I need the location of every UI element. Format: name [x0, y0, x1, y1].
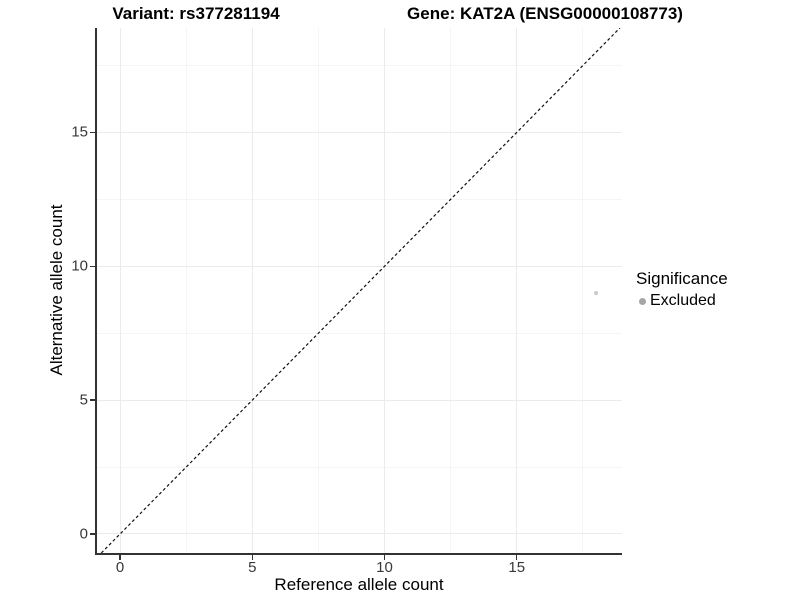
- y-major-gridline: [96, 533, 622, 535]
- x-axis-line: [95, 553, 622, 555]
- y-major-gridline: [96, 265, 622, 267]
- y-axis-line: [95, 28, 97, 555]
- y-tick-mark: [90, 265, 95, 268]
- y-tick-mark: [90, 533, 95, 535]
- panel-canvas: [100, 28, 621, 553]
- x-tick-label: 0: [115, 559, 125, 576]
- y-tick-mark: [90, 399, 95, 401]
- x-axis-title: Reference allele count: [274, 575, 444, 594]
- x-minor-gridline: [582, 28, 584, 553]
- variant-title: Variant: rs377281194: [112, 4, 280, 23]
- identity-reference-line: [100, 28, 621, 553]
- y-tick-label: 10: [71, 257, 88, 275]
- y-minor-gridline: [96, 64, 622, 66]
- legend-title: Significance: [636, 269, 728, 288]
- gene-title: Gene: KAT2A (ENSG00000108773): [407, 4, 683, 23]
- x-tick-label: 15: [508, 559, 526, 576]
- y-tick-label: 5: [79, 391, 88, 409]
- x-tick-mark: [251, 554, 254, 560]
- x-major-gridline: [516, 28, 518, 553]
- excluded-point-icon: [639, 297, 646, 305]
- x-tick-mark: [515, 554, 518, 560]
- legend-item-excluded: Excluded: [636, 292, 728, 310]
- y-minor-gridline: [96, 198, 622, 200]
- y-axis-title: Alternative allele count: [47, 204, 66, 376]
- y-tick-label: 15: [71, 123, 88, 141]
- x-major-gridline: [384, 28, 386, 553]
- x-tick-mark: [383, 554, 386, 560]
- x-minor-gridline: [185, 28, 187, 553]
- x-minor-gridline: [317, 28, 319, 553]
- x-major-gridline: [119, 28, 121, 553]
- y-major-gridline: [96, 399, 622, 401]
- x-tick-label: 5: [248, 559, 257, 576]
- y-minor-gridline: [96, 332, 622, 334]
- x-major-gridline: [251, 28, 253, 553]
- y-tick-label: 0: [79, 525, 88, 543]
- legend-item-label: Excluded: [650, 292, 716, 309]
- plot-panel: [96, 28, 622, 553]
- x-tick-label: 10: [376, 559, 393, 576]
- x-tick-mark: [119, 554, 121, 560]
- y-tick-mark: [90, 131, 95, 134]
- legend: Significance Excluded: [636, 269, 728, 310]
- y-major-gridline: [96, 131, 622, 133]
- y-minor-gridline: [96, 466, 622, 468]
- x-minor-gridline: [450, 28, 452, 553]
- data-point: [594, 291, 599, 296]
